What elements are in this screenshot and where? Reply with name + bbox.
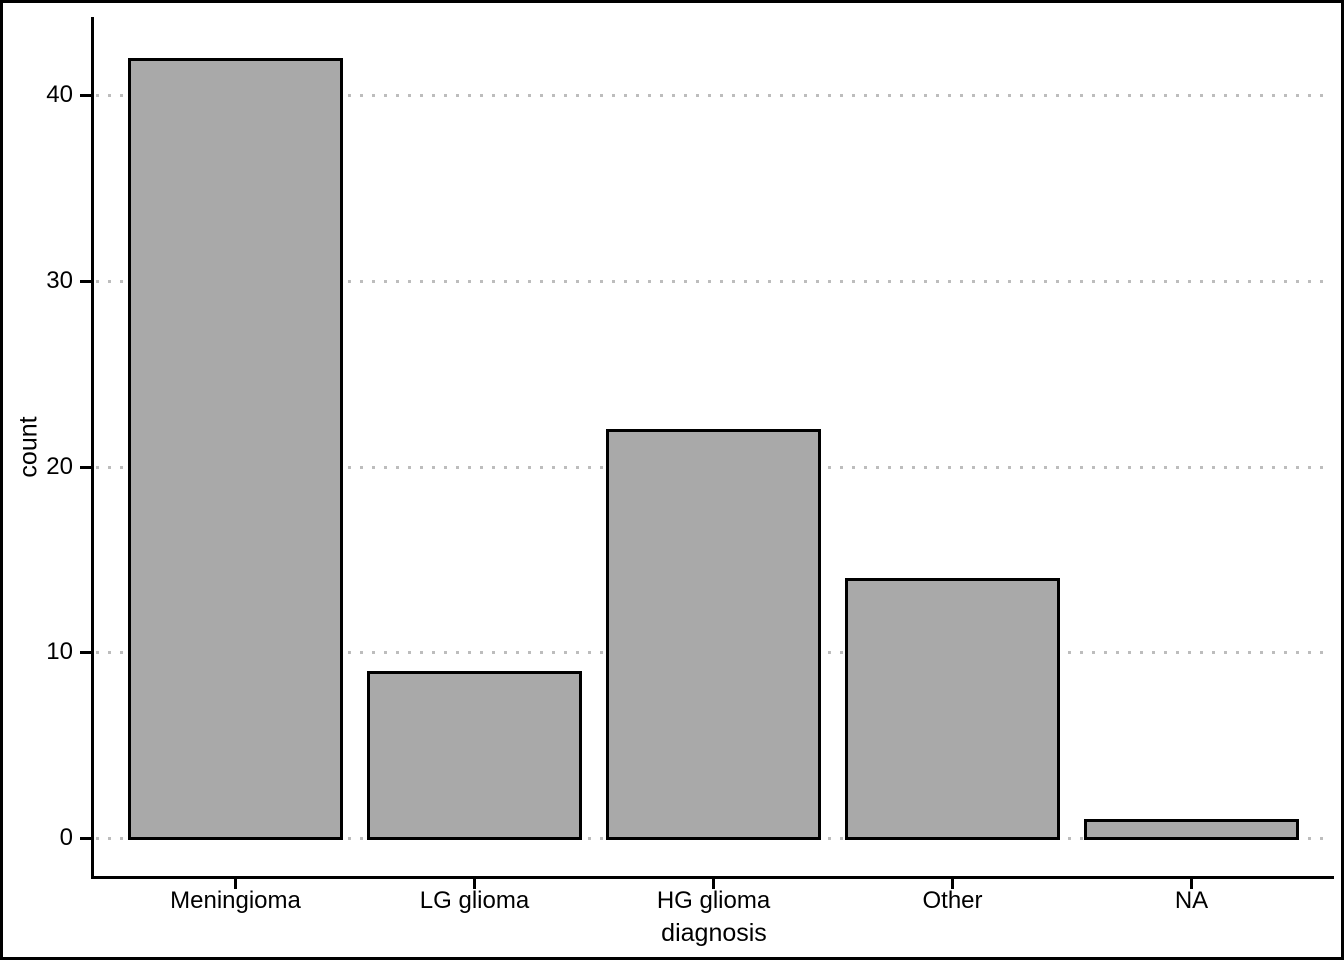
y-axis-title: count (14, 416, 43, 478)
y-axis-line (91, 17, 94, 879)
bar-hg-glioma (606, 429, 821, 840)
y-tick-mark (80, 651, 91, 655)
x-tick-mark (1190, 879, 1193, 889)
y-tick-mark (80, 94, 91, 97)
y-tick-label: 10 (46, 638, 73, 666)
x-tick-label: Meningioma (170, 887, 301, 914)
bar-meningioma (128, 57, 343, 840)
x-tick-label: NA (1174, 887, 1209, 914)
y-tick-mark (80, 279, 91, 283)
x-axis-line (91, 876, 1334, 879)
x-tick-mark (951, 879, 954, 889)
x-tick-label: Other (922, 887, 983, 914)
bar-other (845, 577, 1060, 840)
bar-lg-glioma (367, 670, 582, 840)
y-tick-mark (80, 837, 91, 840)
bar-na (1084, 819, 1299, 840)
y-tick-label: 0 (59, 824, 73, 851)
x-tick-mark (712, 879, 715, 889)
x-tick-mark (234, 879, 237, 889)
y-tick-mark (80, 465, 91, 469)
y-tick-label: 40 (46, 81, 73, 108)
gridline-y-40 (96, 94, 1326, 97)
y-tick-label: 30 (46, 266, 73, 294)
x-tick-label: HG glioma (656, 887, 771, 914)
x-axis-title: diagnosis (661, 919, 767, 947)
x-tick-label: LG glioma (419, 887, 530, 914)
y-tick-label: 20 (46, 452, 73, 480)
gridline-y-30 (96, 279, 1326, 283)
x-tick-mark (473, 879, 476, 889)
